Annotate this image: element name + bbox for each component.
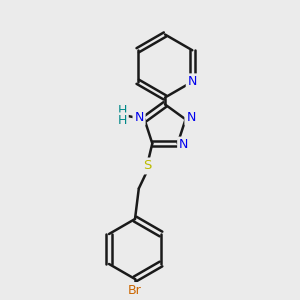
Text: S: S (144, 160, 152, 172)
Text: N: N (186, 111, 196, 124)
Text: N: N (134, 111, 144, 124)
Text: H: H (117, 104, 127, 117)
Text: H: H (117, 114, 127, 127)
Text: N: N (188, 75, 197, 88)
Text: N: N (179, 139, 188, 152)
Text: Br: Br (128, 284, 142, 297)
